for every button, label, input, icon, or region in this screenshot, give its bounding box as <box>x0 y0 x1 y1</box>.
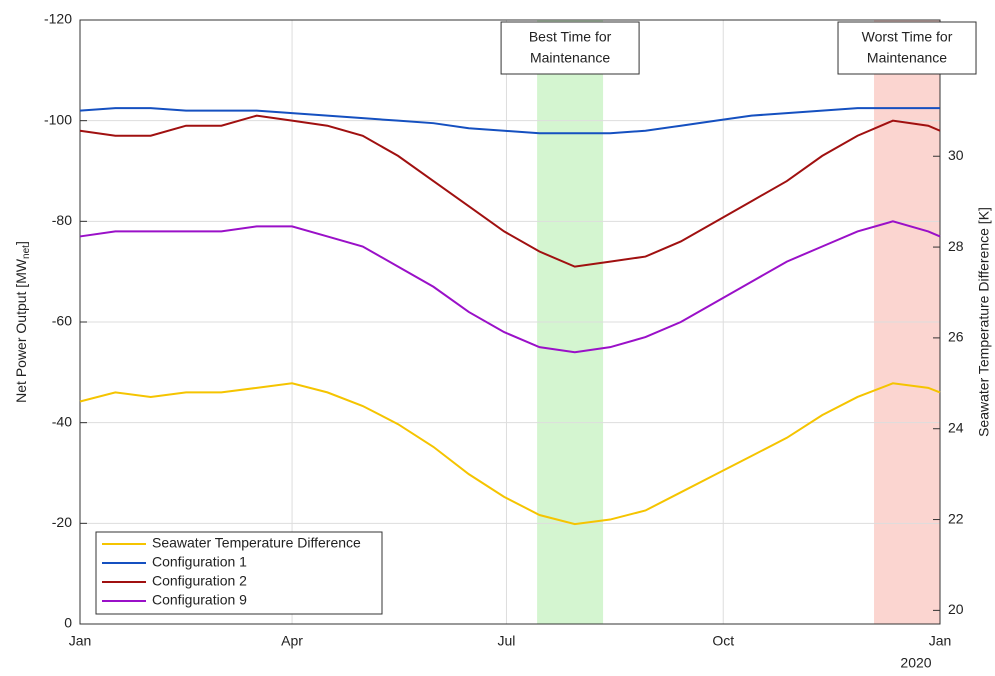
y-tick-label: -100 <box>44 111 72 127</box>
x-tick-label: Jan <box>929 633 952 649</box>
y2-tick-label: 30 <box>948 147 964 163</box>
y2-tick-label: 26 <box>948 329 964 345</box>
series-line <box>79 382 941 526</box>
y-tick-label: -120 <box>44 11 72 27</box>
y2-tick-label: 24 <box>948 419 964 435</box>
x-tick-label: Jul <box>498 633 516 649</box>
y-tick-label: 0 <box>64 615 72 631</box>
y-tick-label: -60 <box>52 313 72 329</box>
y2-axis-label: Seawater Temperature Difference [K] <box>976 207 992 437</box>
y2-tick-label: 22 <box>948 510 964 526</box>
y-axis-label-part: ] <box>13 241 29 245</box>
legend-label: Seawater Temperature Difference <box>152 535 361 551</box>
y-tick-label: -20 <box>52 514 72 530</box>
y-axis-label-part: Net Power Output [MW <box>13 258 29 403</box>
y2-tick-label: 20 <box>948 601 964 617</box>
annotation: Best Time for <box>529 29 612 45</box>
plot-frame <box>79 19 941 625</box>
annotation-box <box>837 21 977 75</box>
legend-label: Configuration 1 <box>152 554 247 570</box>
legend-label: Configuration 9 <box>152 592 247 608</box>
x-tick-label: Oct <box>712 633 734 649</box>
year-label: 2020 <box>900 655 931 671</box>
x-tick-label: Jan <box>69 633 92 649</box>
annotation: Maintenance <box>530 50 610 66</box>
y-axis-label-part: net <box>21 245 32 259</box>
y-tick-label: -40 <box>52 413 72 429</box>
series-line <box>79 114 941 268</box>
series-line <box>79 107 940 135</box>
annotation-box <box>500 21 640 75</box>
annotation: Worst Time for <box>862 29 953 45</box>
legend-label: Configuration 2 <box>152 573 247 589</box>
x-tick-label: Apr <box>281 633 303 649</box>
y-axis-label: Net Power Output [MWnet] <box>13 241 32 403</box>
series-line <box>79 220 941 354</box>
y-tick-label: -80 <box>52 212 72 228</box>
annotation: Maintenance <box>867 50 947 66</box>
y2-tick-label: 28 <box>948 238 964 254</box>
